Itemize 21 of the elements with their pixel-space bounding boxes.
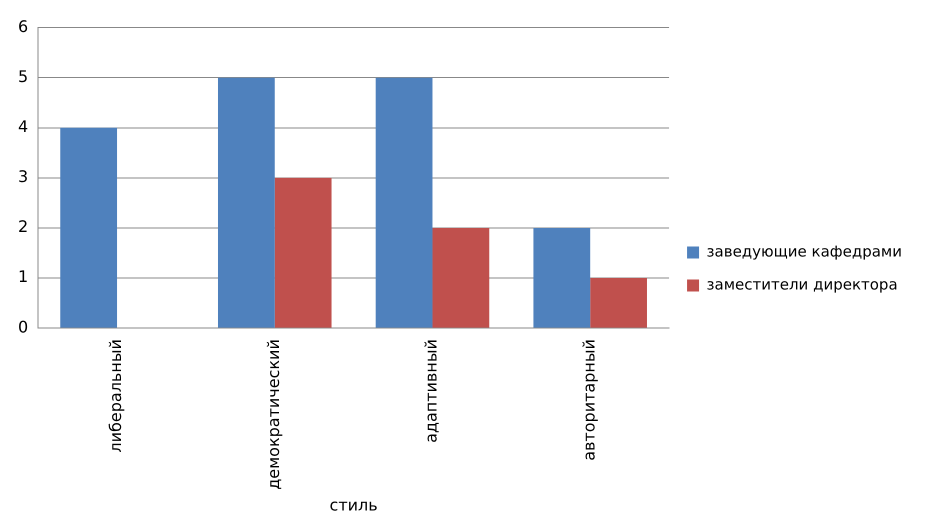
bar [590,278,647,328]
y-tick-label: 3 [18,167,28,186]
bar [60,128,118,328]
bar [533,228,590,328]
x-tick-label: демократический [264,339,283,490]
bar [376,78,432,328]
y-tick-label: 6 [18,16,28,36]
y-tick-label: 4 [18,116,28,136]
x-axis-title: стиль [330,496,378,515]
y-tick-label: 1 [18,267,28,286]
bar [218,78,275,328]
x-tick-label: адаптивный [422,339,441,443]
x-tick-label: либеральный [106,339,126,453]
bar [432,228,490,328]
y-tick-label: 5 [18,66,28,86]
legend-label: заместители директора [706,275,898,294]
x-tick-label: авторитарный [579,339,598,461]
bar [274,178,332,328]
y-tick-label: 0 [18,317,28,336]
legend-label: заведующие кафедрами [706,242,902,260]
y-tick-label: 2 [18,217,28,236]
